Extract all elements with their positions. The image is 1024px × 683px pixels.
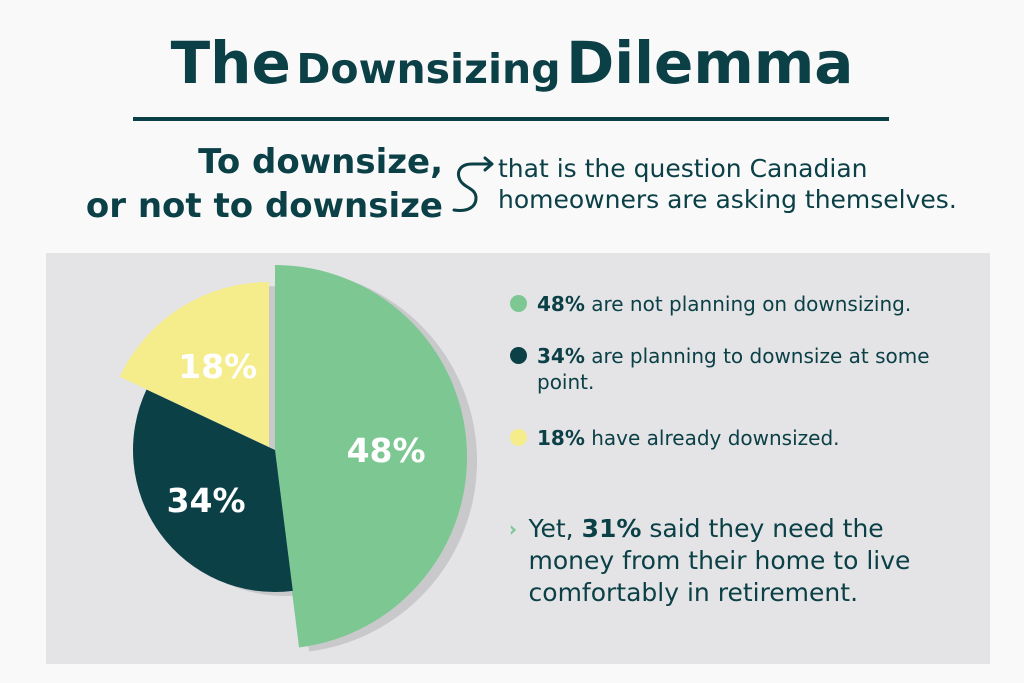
subtitle-bold-line-1: To downsize, <box>198 142 443 182</box>
legend-item-already: 18% have already downsized. <box>510 425 840 451</box>
legend-dot-dark <box>510 347 527 364</box>
pie-slice-planning <box>132 389 293 593</box>
legend-text: 34% are planning to downsize at some poi… <box>537 344 930 394</box>
subtitle-bold-line-2: or not to downsize <box>85 186 443 226</box>
pie-label-34: 34% <box>167 481 246 520</box>
retirement-note: Yet, 31% said they need the money from t… <box>510 513 970 609</box>
subtitle-line-2: homeowners are asking themselves. <box>498 185 957 214</box>
pie-label-18: 18% <box>178 347 257 386</box>
pie-slice-not-planning <box>275 265 468 648</box>
note-text: Yet, 31% said they need the money from t… <box>528 514 911 607</box>
pie-label-48: 48% <box>347 431 426 470</box>
page-title: The Downsizing Dilemma <box>0 34 1024 92</box>
pie-slice-already <box>119 282 269 447</box>
title-part-1: The <box>170 29 291 97</box>
legend-dot-yellow <box>510 429 527 446</box>
chevron-right-icon <box>510 525 517 535</box>
title-underline <box>133 117 889 121</box>
title-part-2: Downsizing <box>296 45 561 93</box>
subtitle-question: To downsize, or not to downsize <box>86 140 443 228</box>
legend-text: 18% have already downsized. <box>537 426 840 450</box>
legend-item-planning: 34% are planning to downsize at some poi… <box>510 343 970 395</box>
s-curve-arrow-icon <box>452 156 494 212</box>
subtitle-line-1: that is the question Canadian <box>498 154 868 183</box>
legend-text: 48% are not planning on downsizing. <box>537 292 912 316</box>
legend-dot-green <box>510 295 527 312</box>
title-part-3: Dilemma <box>566 29 854 97</box>
subtitle-statement: that is the question Canadian homeowners… <box>498 153 957 215</box>
legend-item-not-planning: 48% are not planning on downsizing. <box>510 291 911 317</box>
